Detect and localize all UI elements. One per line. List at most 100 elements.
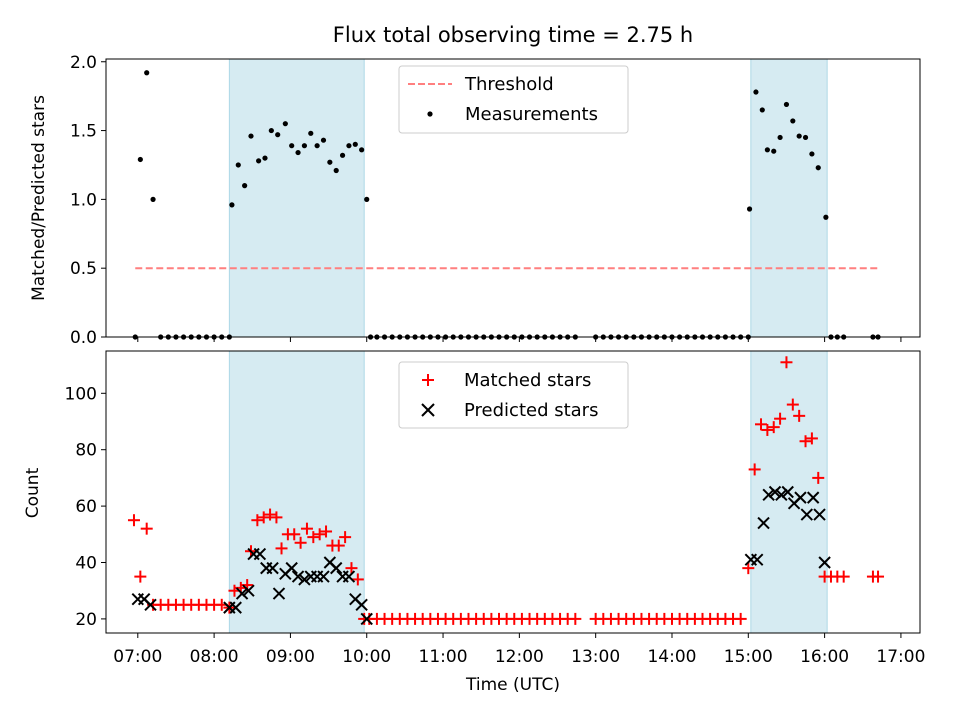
chart-title: Flux total observing time = 2.75 h [333, 23, 693, 47]
y-tick-label: 2.0 [70, 53, 97, 73]
matched-star-point [872, 570, 885, 583]
legend-predicted-marker [421, 403, 435, 417]
matched-star-point [140, 522, 153, 535]
measurement-point [268, 127, 274, 134]
measurement-point [137, 156, 143, 163]
top-legend-box [398, 65, 629, 134]
measurement-point [295, 149, 301, 156]
measurement-point [352, 141, 358, 147]
matched-star-point [786, 398, 799, 411]
bottom-axes-frame [105, 350, 921, 634]
matched-star-point [339, 531, 352, 544]
measurement-point [815, 165, 821, 171]
matched-star-point [761, 423, 774, 436]
measurement-point [771, 148, 777, 154]
bottom-data-layer [127, 356, 885, 626]
y-tick-label: 40 [75, 554, 97, 574]
matched-star-point [812, 471, 825, 484]
measurement-point [359, 147, 365, 153]
measurement-point [320, 137, 327, 143]
x-tick-label: 15:00 [724, 647, 773, 667]
bottom-y-ticks: 20 40 60 80 100 [65, 384, 106, 630]
predicted-star-point [144, 598, 157, 612]
y-tick-label: 80 [75, 441, 97, 461]
predicted-star-point [342, 570, 356, 583]
measurement-point [364, 196, 370, 202]
predicted-star-point [806, 491, 820, 504]
predicted-star-point [762, 488, 775, 502]
predicted-star-point [813, 508, 826, 521]
measurement-point [746, 206, 753, 212]
shaded-interval-2 [750, 58, 828, 338]
matched-star-point [774, 412, 787, 425]
measurement-point [339, 152, 346, 158]
matched-star-point [275, 542, 288, 555]
measurement-point [777, 134, 783, 141]
predicted-star-point [775, 488, 788, 502]
bottom-legend: Matched stars Predicted stars [398, 361, 629, 429]
predicted-star-point [242, 584, 255, 597]
matched-star-point [742, 562, 755, 575]
matched-star-point [805, 432, 818, 445]
y-tick-label: 20 [75, 610, 97, 630]
legend-measurements-marker [427, 111, 433, 117]
predicted-star-point [818, 556, 831, 569]
measurement-point [301, 143, 308, 149]
measurement-point [242, 183, 248, 189]
legend-threshold-label: Threshold [464, 74, 554, 95]
predicted-star-point [235, 587, 249, 600]
predicted-star-point [229, 601, 242, 614]
measurement-point [327, 159, 333, 165]
measurement-point [790, 118, 796, 124]
predicted-star-point [291, 570, 305, 583]
matched-star-point [345, 562, 358, 575]
matched-star-point [767, 421, 780, 434]
measurement-point [282, 121, 288, 127]
measurement-point [759, 107, 765, 113]
matched-star-point [257, 511, 270, 524]
matched-star-point [320, 525, 333, 538]
matched-star-point [270, 511, 283, 524]
measurement-point [229, 202, 235, 208]
measurement-point [802, 134, 809, 141]
measurement-point [235, 162, 241, 168]
measurement-point [262, 155, 268, 161]
matched-star-point [251, 514, 264, 527]
bottom-x-ticks: 07:00 08:00 09:00 10:00 11:00 12:00 13:00 14:00… [113, 633, 925, 667]
matched-star-point [351, 573, 364, 586]
measurement-point [314, 143, 320, 149]
predicted-star-point [794, 491, 807, 504]
measurement-point [346, 143, 352, 149]
y-tick-label: 0.5 [70, 259, 97, 279]
x-tick-label: 13:00 [571, 647, 620, 667]
bottom-panel: 20 40 60 80 100 07:00 08:00 09:00 10:00 11:00 12:… [23, 350, 925, 695]
matched-star-point [294, 536, 307, 549]
matched-star-point [755, 418, 768, 431]
legend-matched-label: Matched stars [464, 370, 591, 391]
top-y-ticks: 0.0 0.5 1.0 1.5 2.0 [70, 53, 106, 348]
matched-star-point [837, 570, 850, 583]
top-y-axis-label: Matched/Predicted stars [29, 95, 49, 301]
top-shaded-intervals [228, 58, 828, 338]
predicted-star-point [298, 573, 311, 586]
top-axes-frame [105, 58, 921, 338]
measurement-point [248, 133, 254, 139]
measurement-point [333, 167, 339, 174]
matched-star-point [307, 531, 320, 544]
predicted-star-point [757, 516, 770, 530]
y-tick-label: 0.0 [70, 328, 97, 348]
matched-star-point [300, 522, 313, 535]
matched-star-point [734, 612, 747, 625]
predicted-star-point [272, 587, 286, 600]
matched-star-point [569, 612, 582, 625]
legend-matched-marker [422, 374, 434, 386]
matched-star-point [748, 463, 761, 476]
measurement-point [796, 133, 802, 139]
matched-star-point [780, 356, 793, 369]
predicted-star-point [360, 612, 373, 626]
measurement-point [764, 147, 770, 153]
matched-star-point [288, 528, 301, 541]
bottom-y-axis-label: Count [23, 467, 43, 518]
x-tick-label: 09:00 [266, 647, 315, 667]
